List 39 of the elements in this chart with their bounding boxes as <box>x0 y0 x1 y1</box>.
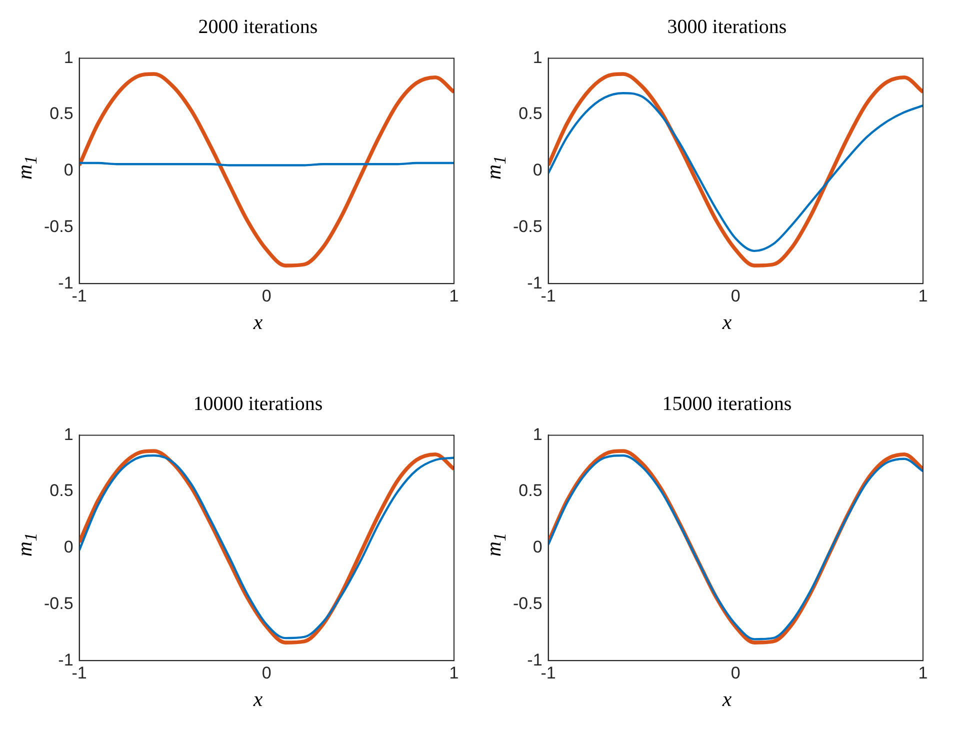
y-tick-label: 0 <box>64 538 74 557</box>
chart-title: 2000 iterations <box>197 16 319 39</box>
x-tick-label: 1 <box>449 663 459 682</box>
x-tick-label: 0 <box>730 286 740 306</box>
y-tick-label: 0 <box>532 538 542 557</box>
x-axis-title: x <box>721 687 733 712</box>
y-tick-label: -1 <box>527 650 542 670</box>
y-tick-label: -0.5 <box>512 216 542 236</box>
y-tick-label: 0 <box>64 160 74 180</box>
y-tick-label: -1 <box>58 273 74 292</box>
y-tick-label: 1 <box>532 48 542 67</box>
y-tick-label: -1 <box>527 273 542 292</box>
line-series <box>548 72 923 268</box>
y-tick-label: -0.5 <box>44 594 74 613</box>
x-axis-title: x <box>721 310 733 335</box>
y-tick-label: 0.5 <box>518 481 542 500</box>
y-tick-label: 1 <box>64 424 74 444</box>
y-tick-label: 1 <box>64 48 74 67</box>
chart-title: 15000 iterations <box>661 393 793 416</box>
x-tick-label: 1 <box>918 663 928 682</box>
y-tick-label: 1 <box>532 424 542 444</box>
y-tick-label: -0.5 <box>512 594 542 613</box>
y-tick-label: 0.5 <box>50 104 74 124</box>
y-tick-label: -1 <box>58 650 74 670</box>
x-axis-title: x <box>252 687 264 712</box>
x-tick-label: 1 <box>449 286 459 306</box>
y-tick-label: -0.5 <box>44 216 74 236</box>
y-tick-label: 0.5 <box>50 481 74 500</box>
y-tick-label: 0.5 <box>518 104 542 124</box>
x-tick-label: 1 <box>918 286 928 306</box>
x-tick-label: 0 <box>262 663 272 682</box>
line-series <box>79 72 454 268</box>
x-tick-label: 0 <box>730 663 740 682</box>
chart-title: 10000 iterations <box>192 393 324 416</box>
x-axis-title: x <box>252 310 264 335</box>
chart-title: 3000 iterations <box>666 16 788 39</box>
x-tick-label: 0 <box>262 286 272 306</box>
y-tick-label: 0 <box>532 160 542 180</box>
line-series <box>548 92 923 252</box>
